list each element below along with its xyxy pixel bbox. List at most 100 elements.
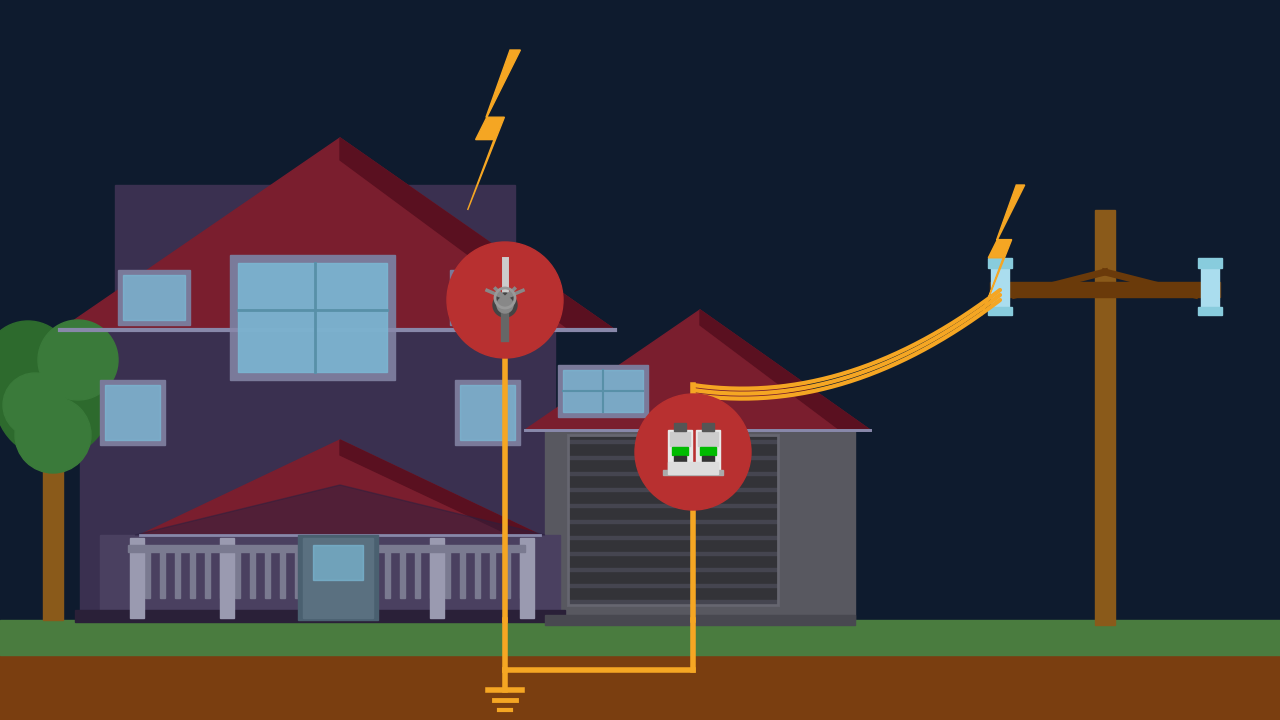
- Bar: [0, 620, 1280, 655]
- Circle shape: [38, 320, 118, 400]
- Circle shape: [497, 297, 513, 313]
- Bar: [160, 548, 165, 598]
- Bar: [303, 538, 372, 618]
- Bar: [568, 568, 778, 571]
- Circle shape: [3, 373, 67, 437]
- Bar: [568, 536, 778, 539]
- Circle shape: [15, 397, 91, 473]
- Circle shape: [0, 342, 111, 458]
- Bar: [700, 447, 716, 455]
- Bar: [568, 488, 778, 491]
- Bar: [454, 380, 520, 445]
- Polygon shape: [467, 50, 521, 210]
- Circle shape: [493, 293, 517, 317]
- Bar: [399, 548, 404, 598]
- Bar: [668, 430, 692, 470]
- Bar: [460, 385, 515, 440]
- Bar: [568, 600, 778, 603]
- Bar: [205, 548, 210, 598]
- Bar: [230, 255, 396, 380]
- Bar: [189, 548, 195, 598]
- Bar: [175, 548, 180, 598]
- Bar: [568, 472, 778, 475]
- Bar: [330, 538, 344, 618]
- Bar: [568, 520, 778, 523]
- Bar: [460, 548, 465, 598]
- Bar: [520, 538, 534, 618]
- Bar: [568, 440, 778, 443]
- Bar: [430, 538, 444, 618]
- Bar: [568, 435, 778, 605]
- Bar: [250, 548, 255, 598]
- Bar: [675, 423, 686, 431]
- Bar: [0, 0, 1280, 620]
- Bar: [128, 545, 525, 552]
- Bar: [145, 548, 150, 598]
- Polygon shape: [340, 440, 540, 535]
- Polygon shape: [60, 138, 614, 330]
- Bar: [236, 548, 241, 598]
- Bar: [131, 538, 143, 618]
- Circle shape: [635, 394, 751, 510]
- Bar: [238, 263, 387, 372]
- Bar: [545, 430, 855, 620]
- Bar: [988, 258, 1012, 268]
- Bar: [563, 370, 643, 412]
- Bar: [454, 275, 517, 320]
- Polygon shape: [700, 310, 870, 430]
- Bar: [675, 456, 686, 463]
- Bar: [100, 380, 165, 445]
- Bar: [100, 535, 561, 620]
- Bar: [298, 535, 378, 620]
- Bar: [490, 548, 495, 598]
- Bar: [991, 265, 1009, 310]
- Bar: [430, 548, 435, 598]
- Bar: [698, 432, 718, 446]
- Bar: [314, 545, 364, 580]
- Bar: [701, 423, 714, 431]
- Bar: [76, 610, 564, 622]
- Bar: [568, 456, 778, 459]
- Bar: [415, 548, 420, 598]
- Bar: [220, 548, 225, 598]
- Bar: [663, 470, 723, 475]
- Polygon shape: [134, 485, 545, 535]
- Bar: [520, 548, 525, 598]
- Bar: [988, 307, 1012, 315]
- Polygon shape: [140, 440, 540, 535]
- Bar: [701, 456, 714, 463]
- Bar: [568, 584, 778, 587]
- Bar: [79, 330, 556, 620]
- Circle shape: [0, 321, 72, 409]
- Bar: [294, 548, 300, 598]
- Bar: [989, 282, 1220, 297]
- Bar: [1198, 307, 1222, 315]
- Bar: [1094, 210, 1115, 625]
- Bar: [370, 548, 375, 598]
- Bar: [568, 504, 778, 507]
- Circle shape: [447, 242, 563, 358]
- Bar: [558, 365, 648, 417]
- Polygon shape: [982, 185, 1025, 315]
- Bar: [105, 385, 160, 440]
- Bar: [115, 185, 515, 385]
- Bar: [355, 548, 360, 598]
- Bar: [118, 270, 189, 325]
- Bar: [220, 538, 234, 618]
- Bar: [669, 432, 690, 446]
- Bar: [568, 435, 778, 605]
- Bar: [265, 548, 270, 598]
- Bar: [475, 548, 480, 598]
- Polygon shape: [340, 138, 614, 330]
- Bar: [280, 548, 285, 598]
- Bar: [325, 548, 330, 598]
- Polygon shape: [525, 310, 870, 430]
- Bar: [696, 430, 719, 470]
- Bar: [545, 615, 855, 625]
- Bar: [568, 552, 778, 555]
- Bar: [310, 548, 315, 598]
- Bar: [123, 275, 186, 320]
- Bar: [668, 462, 718, 474]
- Bar: [451, 270, 522, 325]
- Bar: [672, 447, 689, 455]
